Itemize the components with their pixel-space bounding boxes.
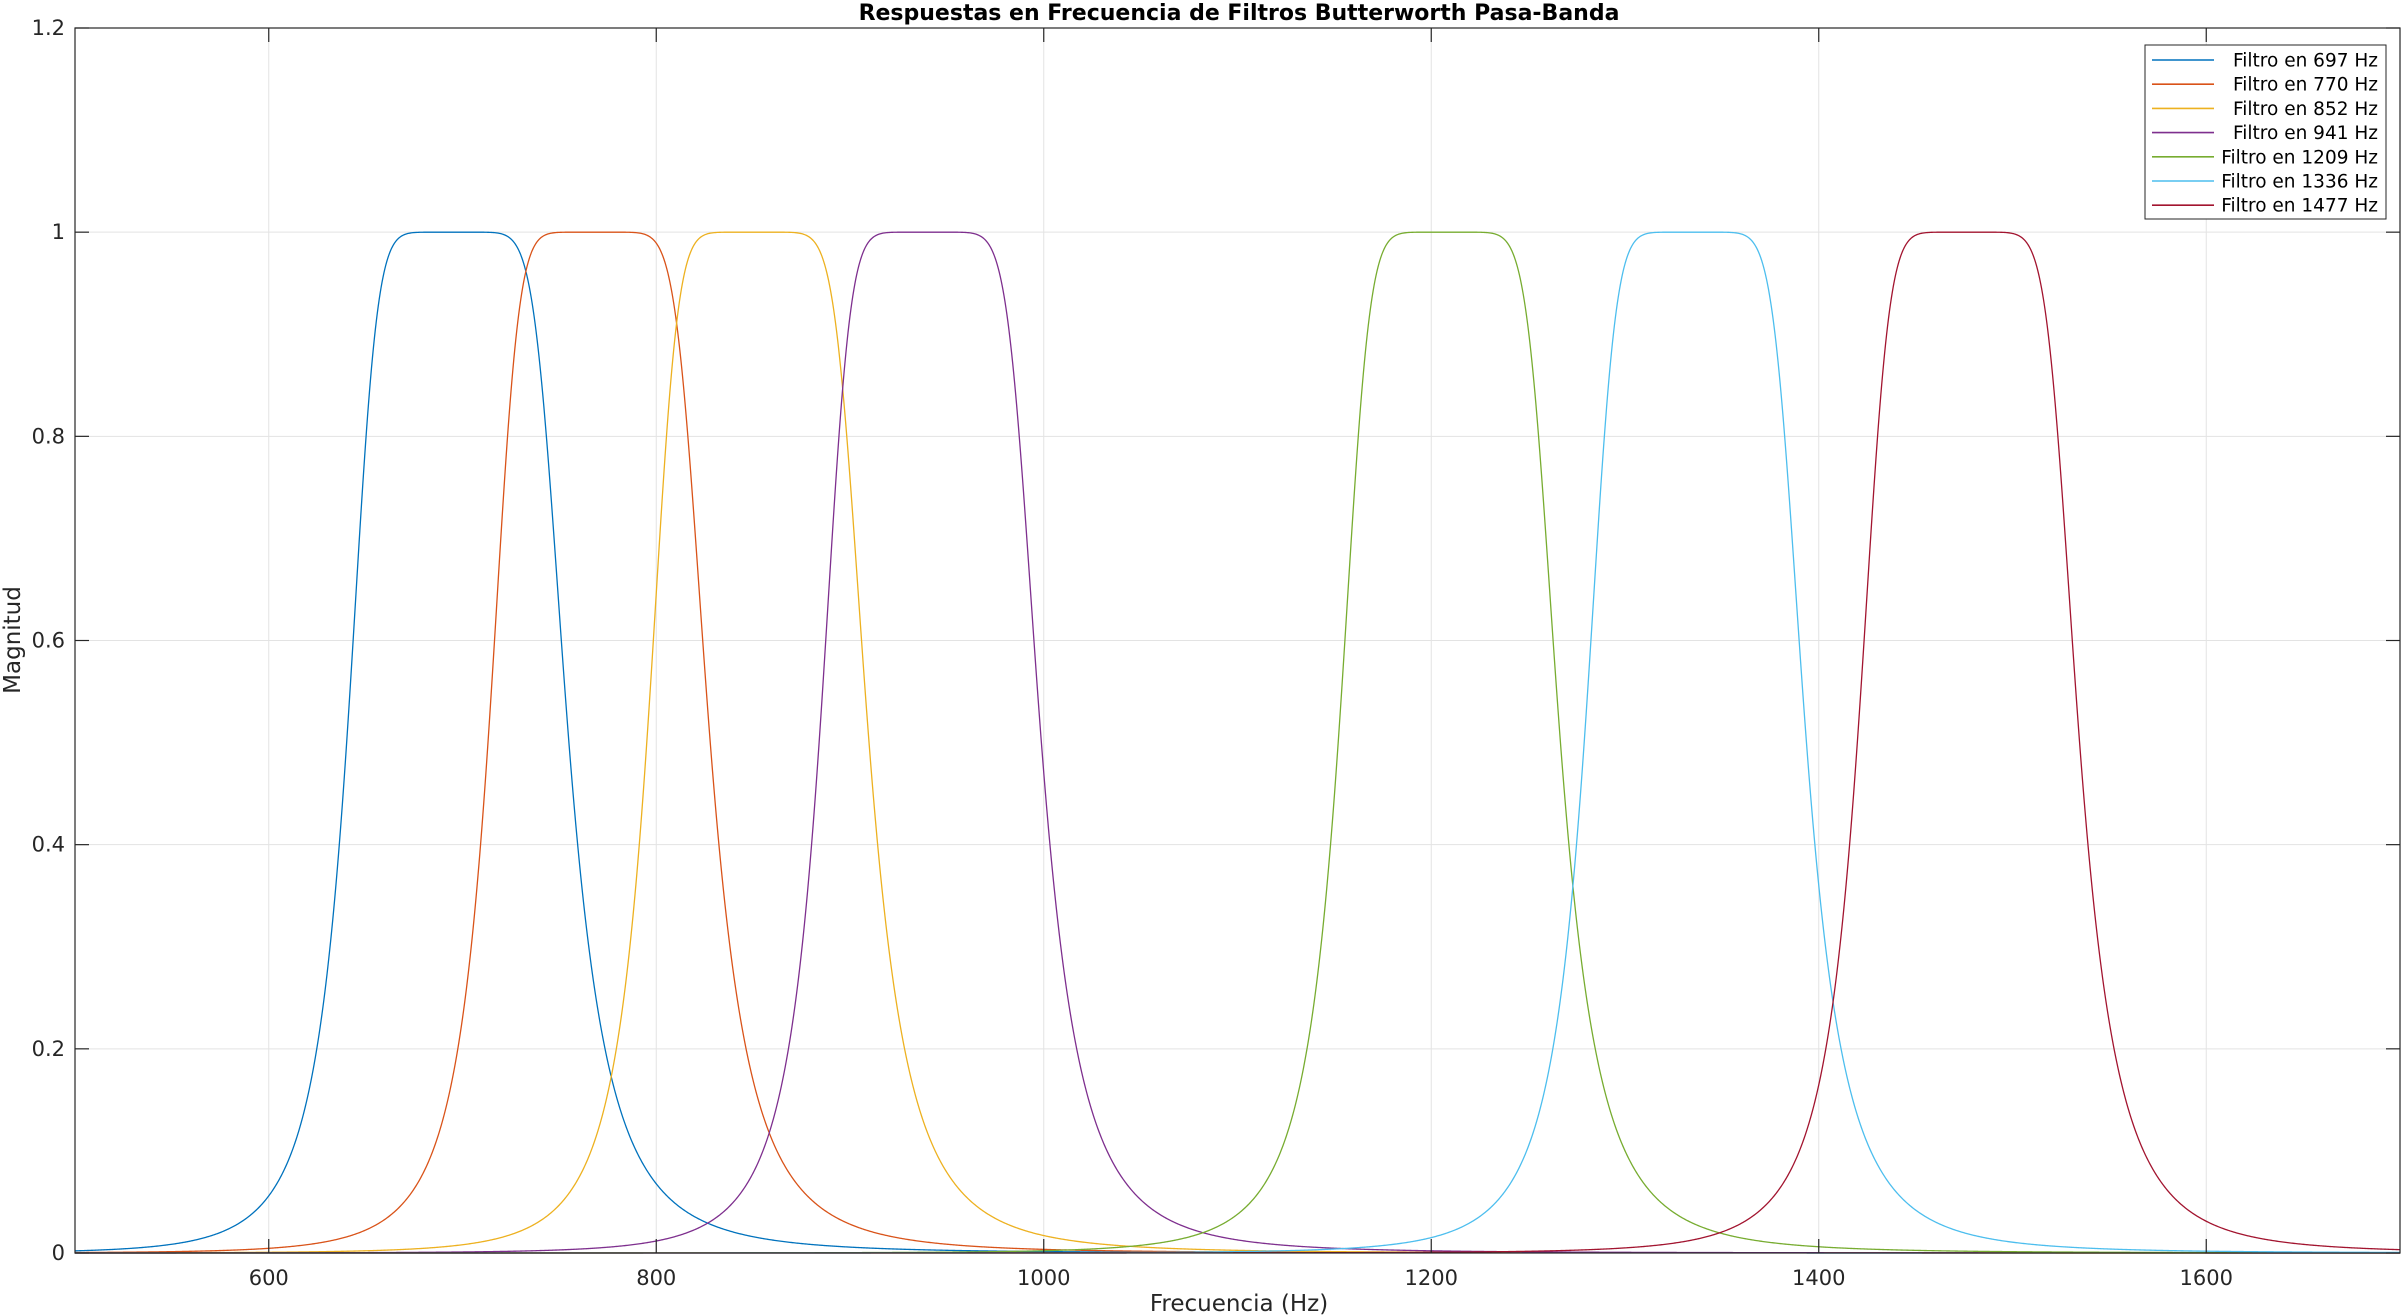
legend-entry: Filtro en 1209 Hz xyxy=(2221,147,2378,168)
legend-entry: Filtro en 1336 Hz xyxy=(2221,172,2378,193)
series-line-941 xyxy=(75,231,2400,1254)
chart-title: Respuestas en Frecuencia de Filtros Butt… xyxy=(859,1,1620,26)
grid-lines xyxy=(75,27,2400,1254)
y-tick-label: 0.8 xyxy=(32,424,65,448)
y-tick-labels: 0 0.2 0.4 0.6 0.8 1 1.2 xyxy=(32,16,65,1265)
series-line-1477 xyxy=(75,231,2401,1254)
legend-entry: Filtro en 697 Hz xyxy=(2233,51,2378,72)
x-axis-label: Frecuencia (Hz) xyxy=(1150,1291,1328,1315)
y-tick-label: 1 xyxy=(52,220,65,244)
series-line-1336 xyxy=(75,231,2400,1254)
series-line-1209 xyxy=(75,231,2400,1254)
series-line-770 xyxy=(75,231,2400,1254)
x-tick-label: 1000 xyxy=(1017,1266,1070,1290)
y-tick-label: 0.2 xyxy=(32,1037,65,1061)
legend: Filtro en 697 Hz Filtro en 770 Hz Filtro e… xyxy=(2144,44,2387,220)
y-axis-label: Magnitud xyxy=(0,586,26,694)
y-tick-label: 0.6 xyxy=(32,629,65,653)
x-tick-label: 800 xyxy=(636,1266,676,1290)
x-tick-label: 1200 xyxy=(1405,1266,1458,1290)
series-line-852 xyxy=(75,231,2400,1254)
y-tick-label: 0 xyxy=(52,1241,65,1265)
legend-entry: Filtro en 770 Hz xyxy=(2233,75,2378,96)
x-tick-label: 1400 xyxy=(1792,1266,1845,1290)
legend-entry: Filtro en 941 Hz xyxy=(2233,123,2378,144)
series-line-697 xyxy=(74,231,2400,1254)
axis-ticks xyxy=(75,27,2400,1254)
series-lines xyxy=(74,231,2401,1254)
legend-entry: Filtro en 1477 Hz xyxy=(2221,196,2378,217)
x-tick-label: 600 xyxy=(249,1266,289,1290)
y-tick-label: 0.4 xyxy=(32,833,65,857)
x-tick-labels: 600 800 1000 1200 1400 1600 xyxy=(249,1266,2233,1290)
legend-entry: Filtro en 852 Hz xyxy=(2233,99,2378,120)
x-tick-label: 1600 xyxy=(2180,1266,2233,1290)
y-tick-label: 1.2 xyxy=(32,16,65,40)
